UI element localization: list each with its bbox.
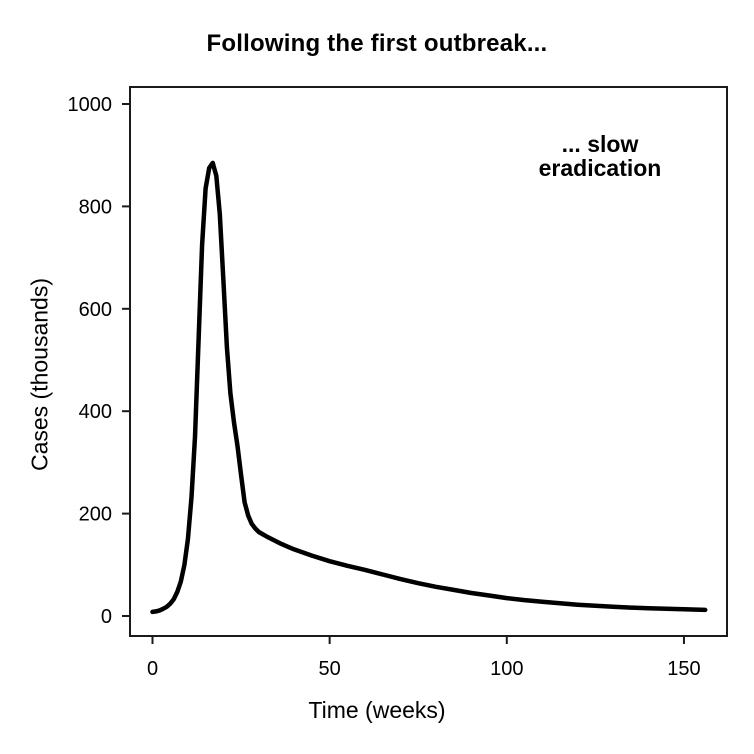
- x-tick-label: 50: [319, 658, 341, 680]
- y-tick-label: 1000: [68, 94, 113, 116]
- x-tick-label: 0: [147, 658, 158, 680]
- x-tick-label: 150: [667, 658, 700, 680]
- annotation-slow-eradication: ... slow eradication: [500, 132, 700, 180]
- y-tick-label: 0: [101, 606, 112, 628]
- y-axis-label: Cases (thousands): [26, 277, 53, 472]
- x-tick-label: 100: [490, 658, 523, 680]
- plot-frame: [129, 86, 728, 637]
- annotation-line-1: ... slow: [561, 131, 639, 157]
- y-tick-label: 200: [79, 504, 112, 526]
- y-tick-label: 600: [79, 299, 112, 321]
- epidemic-curve: [150, 160, 708, 615]
- y-tick-label: 400: [79, 401, 112, 423]
- chart-title: Following the first outbreak...: [206, 30, 548, 57]
- annotation-line-2: eradication: [538, 155, 662, 181]
- x-axis-label: Time (weeks): [308, 697, 446, 723]
- y-tick-label: 800: [79, 196, 112, 218]
